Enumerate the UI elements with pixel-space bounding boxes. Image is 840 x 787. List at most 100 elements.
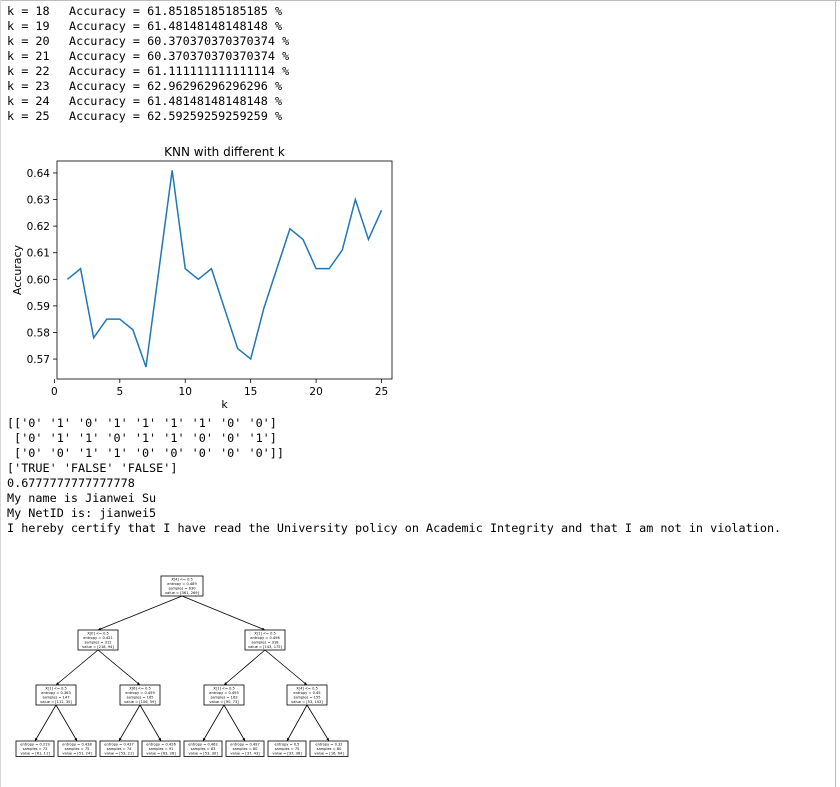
- x-axis-label: k: [221, 398, 228, 411]
- tree-edge-arrowhead: [98, 627, 102, 631]
- tree-edge-arrowhead: [261, 627, 265, 631]
- tree-edge: [97, 649, 141, 686]
- knn-accuracy-log: k = 18 Accuracy = 61.85185185185185 % k =…: [7, 4, 289, 124]
- tree-node-text: value = [143, 175]: [248, 645, 283, 649]
- k-label: k = 25: [7, 109, 50, 123]
- tree-node-text: samples = 630: [168, 587, 196, 591]
- tree-node-text: X[4] <= 0.5: [171, 578, 193, 582]
- x-tick-label: 25: [375, 386, 388, 398]
- accuracy-label: Accuracy = 61.48148148148148 %: [69, 94, 283, 108]
- score-value: 0.6777777777777778: [7, 476, 135, 490]
- tree-node-text: X[1] <= 0.5: [45, 687, 67, 691]
- tree-node-text: samples = 74: [107, 747, 133, 751]
- tree-edge-arrowhead: [158, 737, 161, 741]
- output-left-border: [0, 0, 1, 787]
- tree-node-text: value = [361, 269]: [165, 591, 200, 595]
- tree-edge: [223, 704, 246, 742]
- k-label: k = 20: [7, 34, 50, 48]
- tree-node-text: entropy = 0.495: [209, 691, 239, 695]
- x-tick-label: 0: [51, 386, 58, 398]
- tree-edge: [34, 704, 57, 742]
- tree-node-text: value = [218, 94]: [82, 645, 114, 649]
- tree-node-text: value = [112, 35]: [40, 700, 72, 704]
- tree-node-text: samples = 72: [23, 747, 48, 751]
- tree-edge: [139, 704, 162, 742]
- tree-node-text: entropy = 0.438: [62, 743, 92, 747]
- y-tick-label: 0.60: [27, 274, 50, 286]
- tree-node-text: X[1] <= 0.5: [254, 632, 276, 636]
- tree-node-text: value = [53, 102]: [291, 700, 323, 704]
- accuracy-label: Accuracy = 61.111111111111114 %: [69, 64, 290, 78]
- tree-node-text: entropy = 0.45: [293, 691, 320, 695]
- tree-node-text: entropy = 0.363: [41, 691, 71, 695]
- accuracy-label: Accuracy = 62.96296296296296 %: [69, 79, 283, 93]
- tree-node-text: entropy = 0.497: [230, 743, 260, 747]
- tree-node-text: value = [37, 38]: [272, 752, 302, 756]
- x-axis: 0 5 10 15 20 25: [51, 379, 388, 398]
- k-label: k = 18: [7, 4, 50, 18]
- k-result-line: k = 22 Accuracy = 61.111111111111114 %: [7, 64, 289, 79]
- tree-node-text: X[0] <= 0.5: [87, 632, 109, 636]
- tree-node-text: samples = 83: [191, 747, 216, 751]
- tree-node-text: value = [53, 21]: [104, 752, 134, 756]
- tree-node-text: samples = 163: [210, 696, 237, 700]
- accuracy-series-line: [66, 170, 383, 368]
- tree-node-text: entropy = 0.489: [167, 582, 197, 586]
- y-tick-label: 0.64: [27, 168, 51, 180]
- tree-edge-arrowhead: [242, 737, 245, 741]
- accuracy-label: Accuracy = 62.59259259259259 %: [69, 109, 283, 123]
- tree-edge: [202, 704, 225, 742]
- tree-edge: [118, 704, 141, 742]
- tree-node-text: value = [16, 64]: [314, 752, 344, 756]
- tree-node-text: X[4] <= 0.5: [296, 687, 318, 691]
- tree-edge-arrowhead: [224, 682, 228, 685]
- accuracy-label: Accuracy = 61.85185185185185 %: [69, 4, 283, 18]
- integrity-statement: I hereby certify that I have read the Un…: [7, 521, 782, 535]
- y-tick-label: 0.61: [27, 248, 50, 260]
- tree-node-text: samples = 147: [42, 696, 69, 700]
- tree-edge-arrowhead: [119, 737, 122, 741]
- output-right-border: [835, 0, 836, 787]
- k-label: k = 21: [7, 49, 50, 63]
- tree-edge-arrowhead: [203, 737, 206, 741]
- tree-edge-arrowhead: [287, 737, 290, 741]
- tree-node-text: X[6] <= 0.5: [129, 687, 151, 691]
- tree-node-text: samples = 155: [293, 696, 320, 700]
- chart-title: KNN with different k: [164, 145, 285, 159]
- x-tick-label: 10: [179, 386, 192, 398]
- accuracy-label: Accuracy = 60.370370370370374 %: [69, 34, 290, 48]
- tree-edge-arrowhead: [56, 682, 60, 685]
- tree-node-text: value = [51, 24]: [62, 752, 92, 756]
- k-result-line: k = 21 Accuracy = 60.370370370370374 %: [7, 49, 289, 64]
- tree-edge: [264, 649, 308, 686]
- tree-node-text: entropy = 0.32: [315, 743, 342, 747]
- k-result-line: k = 18 Accuracy = 61.85185185185185 %: [7, 4, 289, 19]
- prediction-array: ['TRUE' 'FALSE' 'FALSE']: [7, 461, 178, 475]
- tree-edge: [181, 595, 266, 631]
- tree-node-text: value = [106, 59]: [124, 700, 156, 704]
- tree-node-text: value = [53, 30]: [188, 752, 218, 756]
- tree-node-text: value = [61, 11]: [20, 752, 50, 756]
- tree-node-text: entropy = 0.426: [146, 743, 176, 747]
- netid-line: My NetID is: jianwei5: [7, 506, 157, 520]
- tree-edge: [223, 649, 266, 686]
- name-line: My name is Jianwei Su: [7, 491, 157, 505]
- cell-text-output: [['0' '1' '0' '1' '1' '1' '1' '0' '0'] […: [7, 416, 781, 536]
- k-result-line: k = 23 Accuracy = 62.96296296296296 %: [7, 79, 289, 94]
- tree-node-text: samples = 75: [275, 747, 300, 751]
- tree-node-text: entropy = 0.421: [83, 636, 113, 640]
- x-tick-label: 5: [116, 386, 123, 398]
- y-tick-label: 0.58: [27, 327, 50, 339]
- tree-node-text: samples = 312: [84, 641, 111, 645]
- tree-node-text: entropy = 0.459: [125, 691, 155, 695]
